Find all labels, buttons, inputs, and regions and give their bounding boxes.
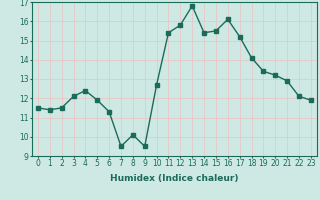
- X-axis label: Humidex (Indice chaleur): Humidex (Indice chaleur): [110, 174, 239, 183]
